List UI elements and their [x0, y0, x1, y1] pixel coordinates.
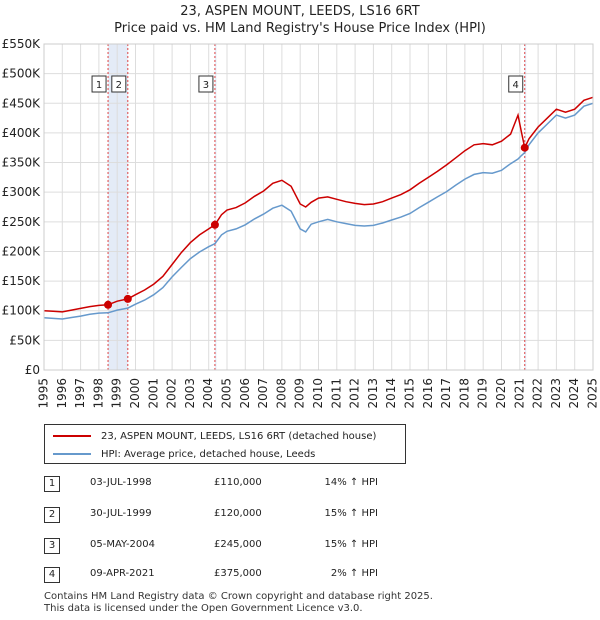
x-tick-label: 2007 — [256, 378, 270, 409]
x-tick-label: 2015 — [403, 378, 417, 409]
shaded-band — [214, 44, 217, 370]
x-tick-label: 2003 — [183, 378, 197, 409]
footer-copyright: Contains HM Land Registry data © Crown c… — [44, 591, 433, 602]
series-line-hpi — [43, 102, 594, 320]
x-tick-label: 2025 — [586, 378, 600, 409]
x-tick-label: 2021 — [512, 378, 526, 409]
x-tick-label: 2002 — [165, 378, 179, 409]
legend-label-property: 23, ASPEN MOUNT, LEEDS, LS16 6RT (detach… — [101, 430, 377, 442]
price-chart: £0 £50K £100K £150K £200K £250K £300K £350K £400… — [2, 37, 600, 409]
y-tick-label: £150K — [2, 274, 42, 288]
x-tick-label: 2014 — [384, 378, 398, 409]
transaction-date: 03-JUL-1998 — [90, 477, 152, 488]
transaction-number: 4 — [44, 567, 60, 583]
x-tick-label: 2011 — [329, 378, 343, 409]
x-tick-label: 2023 — [549, 378, 563, 409]
y-tick-label: £350K — [2, 156, 42, 170]
sale-point — [520, 143, 529, 152]
marker-label: 2 — [116, 80, 122, 91]
transaction-price: £375,000 — [214, 568, 262, 579]
transaction-hpi: 15% ↑ HPI — [324, 539, 378, 550]
legend-label-hpi: HPI: Average price, detached house, Leed… — [101, 448, 316, 460]
x-tick-label: 2004 — [201, 378, 215, 409]
x-tick-label: 1996 — [55, 378, 69, 409]
x-tick-label: 2024 — [567, 378, 581, 409]
sale-point — [123, 294, 132, 303]
transaction-number: 2 — [44, 507, 60, 523]
x-tick-label: 2006 — [238, 378, 252, 409]
legend-item-hpi: HPI: Average price, detached house, Leed… — [53, 446, 315, 462]
x-tick-label: 2005 — [220, 378, 234, 409]
x-tick-label: 2010 — [311, 378, 325, 409]
transaction-date: 30-JUL-1999 — [90, 508, 152, 519]
marker-box — [198, 75, 214, 93]
x-tick-label: 2019 — [476, 378, 490, 409]
shaded-band — [524, 44, 527, 370]
legend-swatch-property — [53, 435, 91, 437]
y-tick-label: £100K — [2, 304, 42, 318]
plot-frame — [43, 43, 594, 371]
x-tick-label: 1997 — [73, 378, 87, 409]
series-line-property — [43, 96, 594, 313]
legend-swatch-hpi — [53, 453, 91, 455]
y-tick-label: £300K — [2, 185, 42, 199]
transaction-hpi: 15% ↑ HPI — [324, 508, 378, 519]
y-tick-label: £550K — [2, 37, 42, 51]
y-tick-label: £250K — [2, 215, 42, 229]
transaction-hpi: 14% ↑ HPI — [324, 477, 378, 488]
x-tick-label: 2013 — [366, 378, 380, 409]
legend: 23, ASPEN MOUNT, LEEDS, LS16 6RT (detach… — [44, 424, 406, 464]
marker-box — [111, 75, 127, 93]
transaction-price: £245,000 — [214, 539, 262, 550]
sale-point — [104, 300, 113, 309]
transaction-number: 3 — [44, 538, 60, 554]
y-tick-label: £50K — [9, 333, 41, 347]
x-tick-label: 2017 — [439, 378, 453, 409]
x-tick-label: 2008 — [274, 378, 288, 409]
x-tick-label: 2018 — [457, 378, 471, 409]
x-tick-label: 2020 — [494, 378, 508, 409]
transaction-price: £120,000 — [214, 508, 262, 519]
marker-label: 4 — [513, 80, 519, 91]
x-tick-label: 1999 — [110, 378, 124, 409]
y-tick-label: £200K — [2, 244, 42, 258]
transaction-date: 05-MAY-2004 — [90, 539, 156, 550]
footer-licence: This data is licensed under the Open Gov… — [44, 603, 363, 614]
x-tick-label: 1995 — [37, 378, 51, 409]
legend-item-property: 23, ASPEN MOUNT, LEEDS, LS16 6RT (detach… — [53, 428, 376, 444]
y-tick-label: £400K — [2, 126, 42, 140]
x-tick-label: 2001 — [146, 378, 160, 409]
transaction-hpi: 2% ↑ HPI — [330, 568, 378, 579]
y-tick-label: £0 — [25, 363, 40, 377]
x-tick-label: 2009 — [293, 378, 307, 409]
chart-subtitle: Price paid vs. HM Land Registry's House … — [114, 21, 486, 36]
marker-label: 1 — [96, 80, 102, 91]
x-tick-label: 2012 — [348, 378, 362, 409]
x-tick-label: 2000 — [128, 378, 142, 409]
x-tick-label: 1998 — [91, 378, 105, 409]
x-tick-label: 2016 — [421, 378, 435, 409]
x-tick-label: 2022 — [531, 378, 545, 409]
transaction-price: £110,000 — [214, 477, 262, 488]
y-tick-label: £450K — [2, 96, 42, 110]
sale-point — [210, 220, 219, 229]
marker-box — [91, 75, 107, 93]
shaded-band — [108, 44, 128, 370]
marker-box — [508, 75, 524, 93]
transaction-date: 09-APR-2021 — [90, 568, 155, 579]
transaction-number: 1 — [44, 476, 60, 492]
y-tick-label: £500K — [2, 67, 42, 81]
chart-title: 23, ASPEN MOUNT, LEEDS, LS16 6RT — [180, 4, 420, 19]
marker-label: 3 — [203, 80, 209, 91]
